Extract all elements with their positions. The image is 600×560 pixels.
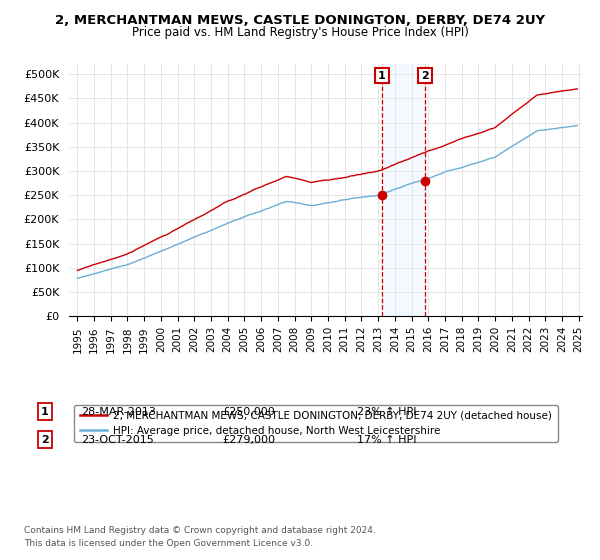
Text: Price paid vs. HM Land Registry's House Price Index (HPI): Price paid vs. HM Land Registry's House …	[131, 26, 469, 39]
Legend: 2, MERCHANTMAN MEWS, CASTLE DONINGTON, DERBY, DE74 2UY (detached house), HPI: Av: 2, MERCHANTMAN MEWS, CASTLE DONINGTON, D…	[74, 404, 558, 442]
Text: Contains HM Land Registry data © Crown copyright and database right 2024.: Contains HM Land Registry data © Crown c…	[24, 526, 376, 535]
Text: 2, MERCHANTMAN MEWS, CASTLE DONINGTON, DERBY, DE74 2UY: 2, MERCHANTMAN MEWS, CASTLE DONINGTON, D…	[55, 14, 545, 27]
Text: 1: 1	[378, 71, 386, 81]
Text: 28-MAR-2013: 28-MAR-2013	[81, 407, 156, 417]
Text: 2: 2	[421, 71, 429, 81]
Text: 1: 1	[41, 407, 49, 417]
Text: £279,000: £279,000	[222, 435, 275, 445]
Text: £250,000: £250,000	[222, 407, 275, 417]
Text: 17% ↑ HPI: 17% ↑ HPI	[357, 435, 416, 445]
Text: 23% ↑ HPI: 23% ↑ HPI	[357, 407, 416, 417]
Text: This data is licensed under the Open Government Licence v3.0.: This data is licensed under the Open Gov…	[24, 539, 313, 548]
Bar	[382, 64, 425, 316]
Text: 2: 2	[41, 435, 49, 445]
Text: 23-OCT-2015: 23-OCT-2015	[81, 435, 154, 445]
